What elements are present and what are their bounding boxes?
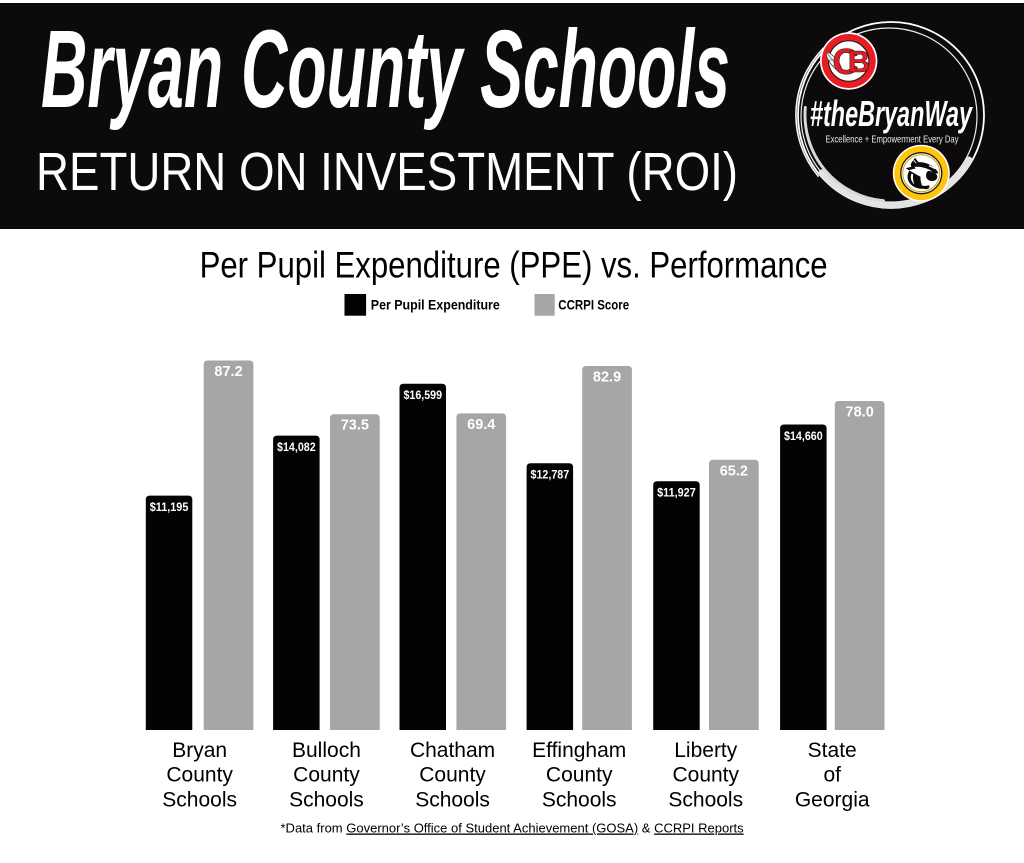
- svg-text:Bulloch: Bulloch: [292, 739, 361, 762]
- svg-text:$14,082: $14,082: [277, 440, 316, 454]
- svg-text:Chatham: Chatham: [410, 739, 495, 762]
- svg-text:$11,927: $11,927: [657, 486, 696, 500]
- svg-text:$12,787: $12,787: [531, 468, 570, 482]
- svg-text:B: B: [848, 44, 870, 79]
- svg-text:County: County: [672, 764, 739, 787]
- svg-text:Schools: Schools: [542, 788, 617, 811]
- svg-text:Schools: Schools: [162, 788, 237, 811]
- svg-text:Schools: Schools: [668, 788, 743, 811]
- svg-text:Excellence + Empowerment Every: Excellence + Empowerment Every Day: [826, 134, 960, 146]
- svg-text:Georgia: Georgia: [795, 788, 870, 811]
- svg-text:Bryan: Bryan: [172, 739, 227, 762]
- svg-text:#theBryanWay: #theBryanWay: [810, 93, 973, 134]
- svg-text:$14,660: $14,660: [784, 429, 823, 443]
- svg-text:69.4: 69.4: [467, 417, 495, 433]
- svg-text:Schools: Schools: [289, 788, 364, 811]
- svg-text:82.9: 82.9: [593, 370, 621, 386]
- svg-text:Per Pupil Expenditure (PPE) vs: Per Pupil Expenditure (PPE) vs. Performa…: [200, 245, 828, 286]
- svg-text:$16,599: $16,599: [403, 388, 442, 402]
- svg-text:CCRPI Score: CCRPI Score: [558, 297, 629, 313]
- svg-text:State: State: [808, 739, 857, 762]
- svg-text:78.0: 78.0: [846, 405, 874, 421]
- svg-text:87.2: 87.2: [214, 364, 242, 380]
- svg-text:65.2: 65.2: [720, 463, 748, 479]
- svg-text:RETURN ON INVESTMENT (ROI): RETURN ON INVESTMENT (ROI): [36, 142, 738, 202]
- svg-text:of: of: [823, 764, 841, 787]
- svg-text:73.5: 73.5: [341, 418, 369, 434]
- svg-text:Bryan County Schools: Bryan County Schools: [41, 8, 730, 131]
- svg-text:Liberty: Liberty: [674, 739, 738, 762]
- svg-text:C: C: [833, 41, 859, 82]
- svg-text:County: County: [166, 764, 233, 787]
- svg-text:$11,195: $11,195: [150, 500, 189, 514]
- svg-text:County: County: [546, 764, 613, 787]
- svg-text:County: County: [293, 764, 360, 787]
- svg-text:*Data from Governor’s Office o: *Data from Governor’s Office of Student …: [281, 821, 745, 836]
- svg-text:Per Pupil Expenditure: Per Pupil Expenditure: [371, 297, 500, 313]
- svg-text:Schools: Schools: [415, 788, 490, 811]
- svg-text:County: County: [419, 764, 486, 787]
- svg-text:Effingham: Effingham: [532, 739, 626, 762]
